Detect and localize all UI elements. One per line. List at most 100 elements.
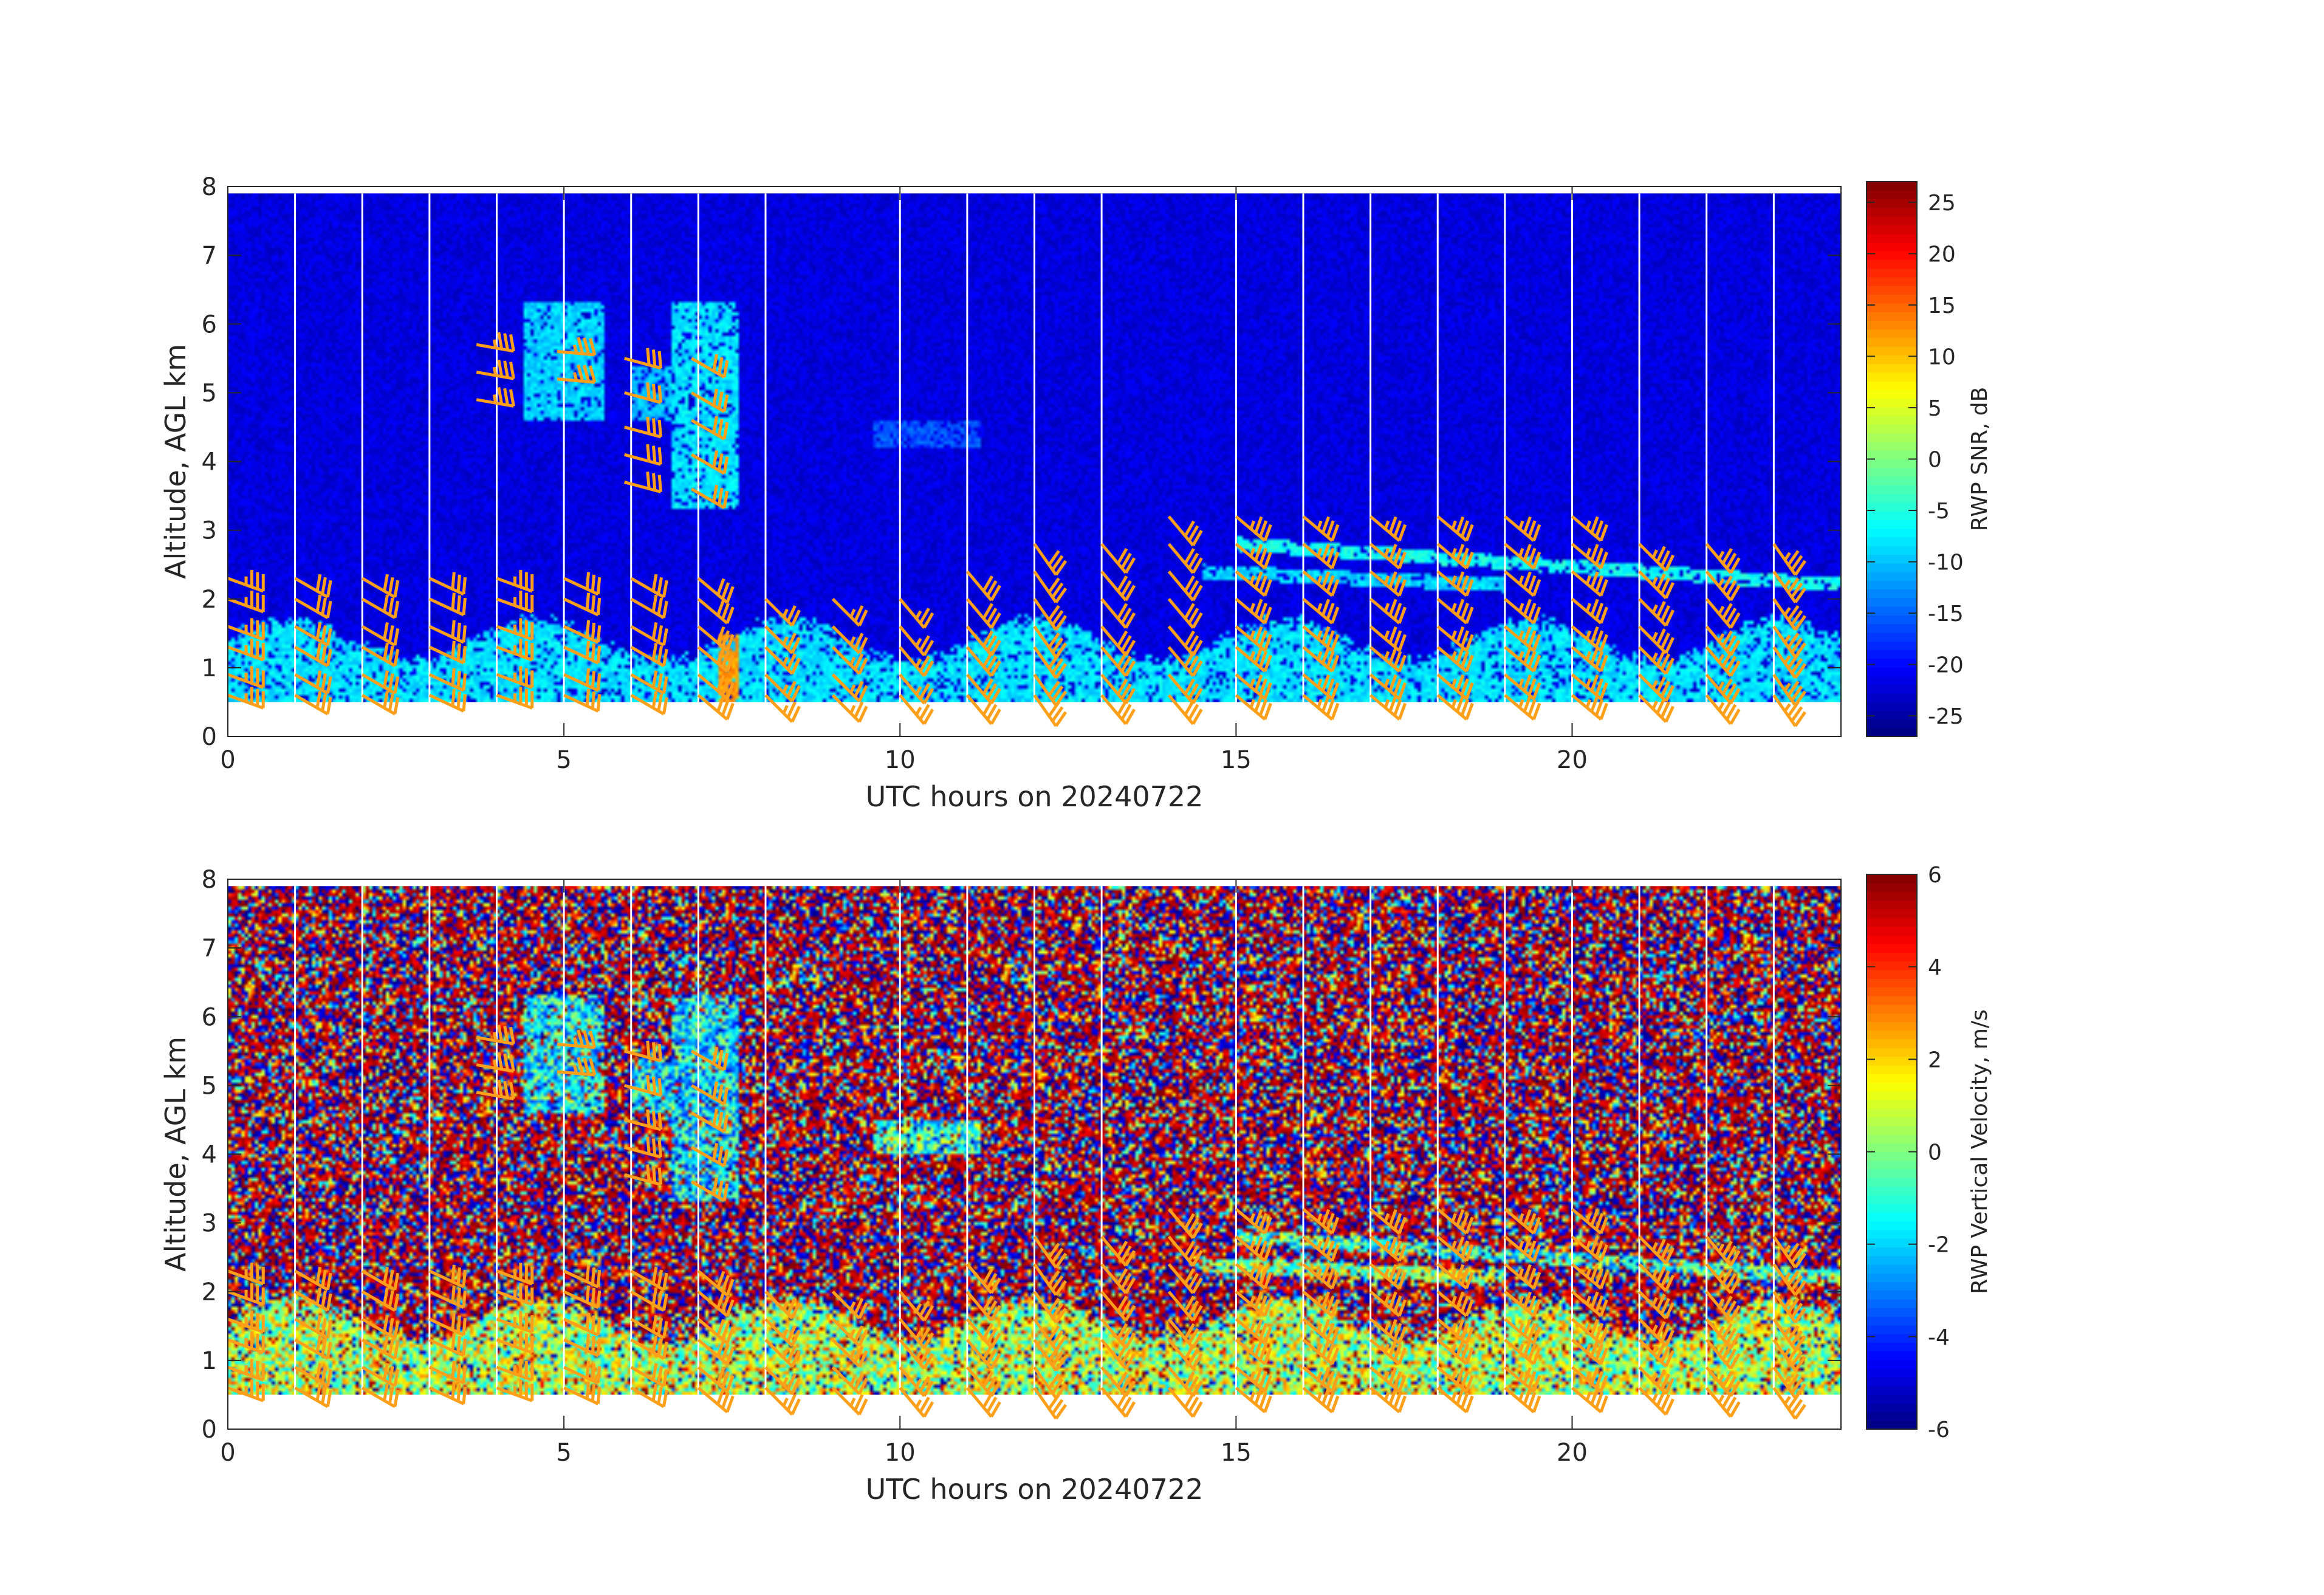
- wind-barb: [563, 1312, 602, 1337]
- wind-barb: [1638, 1263, 1675, 1292]
- colorbar-tick-label: 15: [1928, 293, 1956, 318]
- colorbar-tick-label: -4: [1928, 1325, 1950, 1350]
- wind-barb: [1302, 673, 1340, 700]
- wind-barb: [630, 594, 668, 619]
- wind-barb: [899, 1318, 934, 1350]
- data-gap-line: [630, 193, 632, 702]
- wind-barb: [428, 1312, 467, 1337]
- wind-barb: [764, 1387, 801, 1416]
- x-tick-label: 15: [1221, 746, 1252, 774]
- wind-barb: [294, 1266, 332, 1291]
- data-gap-line: [563, 193, 565, 702]
- wind-barb: [1235, 1339, 1272, 1365]
- wind-barb: [1571, 1387, 1608, 1413]
- wind-barb: [630, 622, 668, 647]
- wind-barb: [1436, 1366, 1474, 1393]
- wind-barb: [557, 337, 597, 357]
- wind-barb: [1504, 570, 1541, 597]
- wind-barb: [1167, 543, 1203, 574]
- colorbar-tick-label: 20: [1928, 242, 1956, 267]
- wind-barb: [1705, 1387, 1741, 1418]
- wind-barb: [630, 1287, 668, 1312]
- wind-barb: [1235, 1366, 1272, 1393]
- wind-barb: [1167, 1208, 1203, 1240]
- wind-barb: [691, 1108, 729, 1133]
- wind-barb: [428, 1333, 467, 1357]
- wind-barb: [831, 1387, 868, 1416]
- wind-barb: [563, 1285, 602, 1309]
- wind-barb: [362, 1363, 400, 1388]
- wind-barb: [1235, 515, 1272, 542]
- wind-barb: [294, 1363, 332, 1388]
- data-gap-line: [428, 886, 431, 1395]
- wind-barb: [1100, 543, 1136, 574]
- wind-barb: [764, 1318, 801, 1347]
- x-tick-label: 5: [556, 746, 571, 774]
- wind-barb: [1100, 1318, 1136, 1350]
- wind-barb: [1100, 598, 1136, 629]
- wind-barb: [697, 646, 735, 673]
- wind-barb: [1705, 1263, 1741, 1294]
- wind-barb: [624, 382, 663, 404]
- wind-barb: [1369, 1263, 1407, 1290]
- wind-barb: [1369, 515, 1407, 542]
- wind-barb: [428, 1381, 467, 1405]
- wind-barb: [1772, 598, 1807, 631]
- data-gap-line: [1033, 886, 1035, 1395]
- wind-barb: [1167, 1366, 1203, 1398]
- wind-barb: [362, 1314, 400, 1340]
- wind-barb: [1638, 625, 1675, 654]
- wind-barb: [362, 594, 400, 619]
- wind-barb: [1436, 1263, 1474, 1290]
- wind-barb: [1167, 598, 1203, 629]
- wind-barb: [1571, 570, 1608, 597]
- wind-barb: [965, 646, 1001, 677]
- wind-barb: [831, 1290, 868, 1320]
- wind-barb: [691, 1143, 729, 1168]
- wind-barb: [1571, 543, 1608, 570]
- colorbar-tick-label: 0: [1928, 448, 1942, 473]
- wind-barb: [1436, 1339, 1474, 1365]
- wind-barb: [1772, 694, 1807, 727]
- wind-barb: [294, 642, 332, 668]
- data-gap-line: [966, 193, 968, 702]
- wind-barb: [1638, 673, 1675, 702]
- wind-barb: [764, 694, 801, 723]
- wind-barb: [1235, 543, 1272, 570]
- wind-barb: [1504, 1263, 1541, 1290]
- colorbar: -6 -4 -2 0 2 4 6 RWP Vertical Velocity, m/s: [1866, 863, 1992, 1442]
- data-gap-line: [1302, 886, 1304, 1395]
- wind-barb: [697, 625, 735, 652]
- wind-barb: [624, 472, 663, 493]
- wind-barb: [227, 570, 265, 593]
- wind-barb: [1235, 1208, 1272, 1235]
- wind-barbs: [227, 1024, 1807, 1420]
- wind-barb: [691, 1046, 729, 1071]
- wind-barb: [899, 598, 934, 629]
- wind-barb: [697, 673, 735, 700]
- wind-barb: [899, 1339, 934, 1370]
- wind-barb: [1705, 694, 1741, 725]
- y-tick-label: 3: [202, 1210, 217, 1238]
- wind-barb: [630, 1335, 668, 1360]
- wind-barb: [1436, 673, 1474, 700]
- wind-barb: [1369, 597, 1407, 625]
- wind-barb: [1705, 1366, 1741, 1398]
- wind-barb: [428, 1264, 467, 1289]
- wind-barb: [496, 1263, 534, 1286]
- wind-barb: [1504, 1339, 1541, 1365]
- data-gap-line: [1235, 193, 1237, 702]
- wind-barb: [1100, 570, 1136, 602]
- colorbar-label: RWP Vertical Velocity, m/s: [1967, 1009, 1992, 1294]
- wind-barb: [1302, 1235, 1340, 1263]
- wind-barb: [294, 1384, 332, 1408]
- wind-barb: [965, 1291, 1001, 1322]
- y-tick-label: 2: [202, 1278, 217, 1306]
- wind-barb: [1369, 1318, 1407, 1345]
- wind-barb: [294, 670, 332, 695]
- data-gap-line: [1504, 193, 1506, 702]
- wind-barb: [899, 694, 934, 725]
- wind-barb: [1235, 1263, 1272, 1290]
- wind-barb: [1772, 1235, 1807, 1269]
- wind-barb: [1369, 1290, 1407, 1317]
